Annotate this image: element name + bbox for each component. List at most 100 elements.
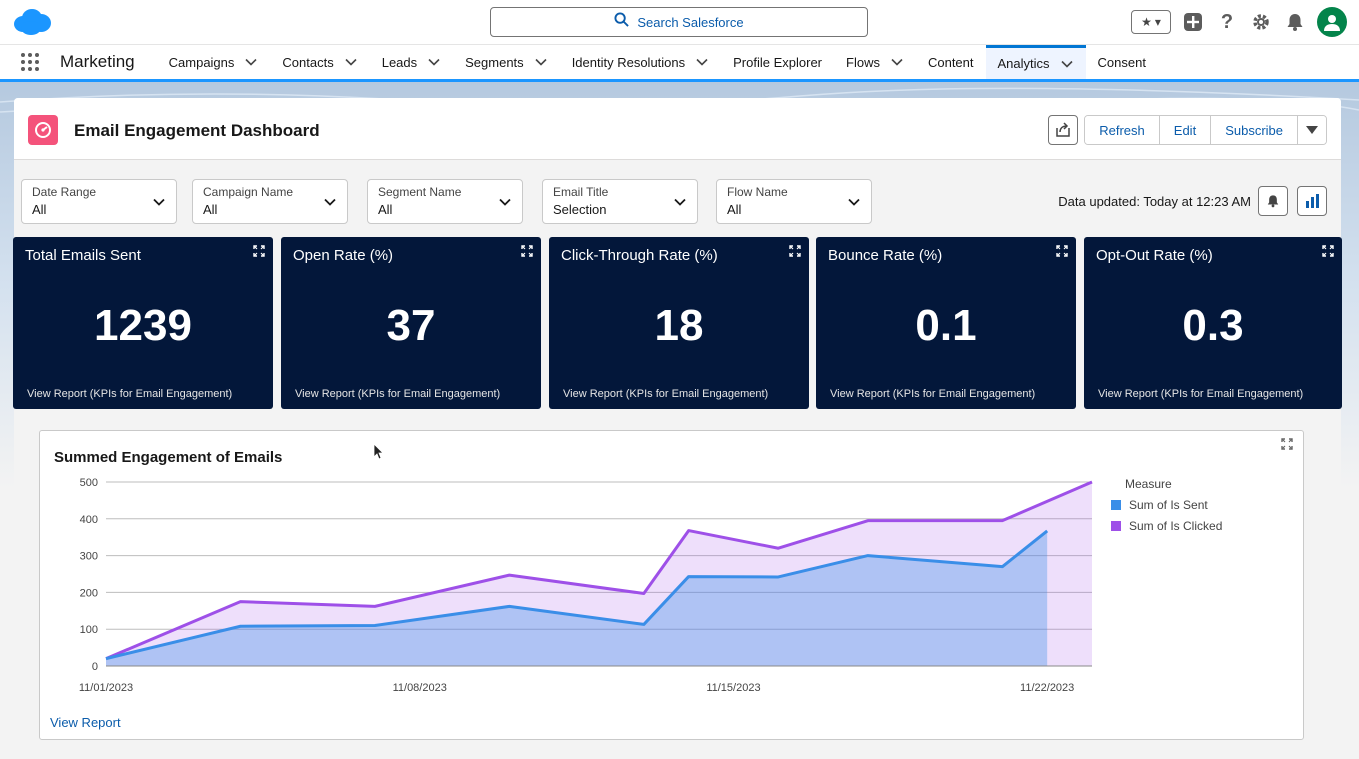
kpi-tile[interactable]: Click-Through Rate (%) 18 View Report (KPI… [549, 237, 809, 409]
expand-icon[interactable] [1322, 245, 1334, 257]
favorites-button[interactable]: ★ ▾ [1131, 10, 1171, 34]
kpi-title: Total Emails Sent [25, 247, 141, 264]
nav-item-label: Consent [1097, 54, 1146, 70]
nav-item-leads[interactable]: Leads [370, 45, 453, 79]
chart-view-button[interactable] [1297, 186, 1327, 216]
y-tick-label: 300 [80, 551, 98, 563]
filter-label: Campaign Name [203, 185, 294, 199]
global-header: Search Salesforce ★ ▾ ? [0, 0, 1359, 44]
help-question-icon[interactable]: ? [1220, 10, 1234, 33]
kpi-tile[interactable]: Opt-Out Rate (%) 0.3 View Report (KPIs for… [1084, 237, 1342, 409]
filter-date-range[interactable]: Date Range All [21, 179, 177, 224]
kpi-view-report-link[interactable]: View Report (KPIs for Email Engagement) [295, 388, 501, 400]
edit-button[interactable]: Edit [1159, 116, 1212, 144]
app-launcher-waffle-icon[interactable] [0, 45, 60, 79]
subscribe-button[interactable]: Subscribe [1211, 116, 1298, 144]
kpi-value: 0.3 [1182, 301, 1244, 350]
legend-title: Measure [1125, 477, 1172, 491]
series-line [105, 480, 1093, 661]
chevron-down-icon [891, 58, 903, 66]
kpi-tile[interactable]: Open Rate (%) 37 View Report (KPIs for Ema… [281, 237, 541, 409]
legend-swatch [1111, 521, 1121, 531]
dashboard-gauge-icon [28, 115, 58, 145]
filter-campaign-name[interactable]: Campaign Name All [192, 179, 348, 224]
nav-item-flows[interactable]: Flows [834, 45, 916, 79]
nav-item-label: Leads [381, 54, 418, 70]
nav-item-identity-resolutions[interactable]: Identity Resolutions [560, 45, 721, 79]
mouse-cursor-icon [373, 443, 384, 465]
filter-email-title[interactable]: Email Title Selection [542, 179, 698, 224]
kpi-view-report-link[interactable]: View Report (KPIs for Email Engagement) [563, 388, 769, 400]
kpi-tile[interactable]: Bounce Rate (%) 0.1 View Report (KPIs for … [816, 237, 1076, 409]
nav-item-analytics[interactable]: Analytics [985, 45, 1086, 79]
refresh-button[interactable]: Refresh [1085, 116, 1160, 144]
legend-label: Sum of Is Sent [1129, 498, 1208, 512]
kpi-title: Click-Through Rate (%) [561, 247, 718, 264]
nav-item-campaigns[interactable]: Campaigns [157, 45, 271, 79]
chevron-down-icon [245, 58, 257, 66]
legend-item-clicked[interactable]: Sum of Is Clicked [1111, 519, 1222, 533]
kpi-view-report-link[interactable]: View Report (KPIs for Email Engagement) [1098, 388, 1304, 400]
nav-item-profile-explorer[interactable]: Profile Explorer [721, 45, 834, 79]
nav-item-label: Flows [846, 54, 880, 70]
expand-icon[interactable] [1056, 245, 1068, 257]
chevron-down-icon [428, 58, 440, 66]
chevron-down-icon [848, 198, 860, 206]
dashboard-header: Email Engagement Dashboard Refresh Edit … [14, 98, 1341, 160]
expand-icon[interactable] [521, 245, 533, 257]
filter-label: Date Range [32, 185, 97, 199]
chevron-down-icon [696, 58, 708, 66]
series-line [105, 529, 1049, 661]
chart-legend: Measure Sum of Is Sent Sum of Is Clicked [1111, 477, 1222, 533]
nav-item-label: Analytics [997, 56, 1050, 71]
subscribe-bell-button[interactable] [1258, 186, 1288, 216]
user-avatar-icon[interactable] [1317, 7, 1347, 37]
header-utility-icons: ★ ▾ ? [1131, 7, 1347, 37]
notifications-bell-icon[interactable] [1283, 10, 1307, 34]
legend-item-sent[interactable]: Sum of Is Sent [1111, 498, 1222, 512]
kpi-view-report-link[interactable]: View Report (KPIs for Email Engagement) [830, 388, 1036, 400]
search-placeholder: Search Salesforce [637, 14, 744, 30]
y-tick-label: 200 [80, 587, 98, 599]
caret-down-icon [1306, 126, 1318, 134]
kpi-title: Opt-Out Rate (%) [1096, 247, 1213, 264]
kpi-value: 37 [386, 301, 436, 350]
view-report-link[interactable]: View Report [50, 715, 121, 730]
global-actions-plus-icon[interactable] [1181, 10, 1205, 34]
nav-item-contacts[interactable]: Contacts [270, 45, 369, 79]
filter-value: All [203, 202, 218, 217]
expand-icon[interactable] [789, 245, 801, 257]
kpi-tile[interactable]: Total Emails Sent 1239 View Report (KPIs f… [13, 237, 273, 409]
filter-label: Flow Name [727, 185, 788, 199]
expand-icon[interactable] [1281, 437, 1293, 450]
nav-item-segments[interactable]: Segments [453, 45, 560, 79]
nav-item-label: Content [927, 54, 974, 70]
share-button[interactable] [1048, 115, 1079, 145]
filter-flow-name[interactable]: Flow Name All [716, 179, 872, 224]
nav-items: Campaigns Contacts Leads Segments Identity R… [157, 45, 1158, 79]
nav-item-consent[interactable]: Consent [1086, 45, 1158, 79]
chevron-down-icon [324, 198, 336, 206]
y-tick-label: 400 [80, 514, 98, 526]
global-search-input[interactable]: Search Salesforce [490, 7, 868, 37]
more-actions-button[interactable] [1298, 116, 1326, 144]
setup-gear-icon[interactable] [1249, 10, 1273, 34]
filter-segment-name[interactable]: Segment Name All [367, 179, 523, 224]
engagement-chart-panel: Summed Engagement of Emails 0 100 200 300 40… [39, 430, 1304, 740]
kpi-view-report-link[interactable]: View Report (KPIs for Email Engagement) [27, 388, 233, 400]
series-area [106, 530, 1048, 666]
nav-item-content[interactable]: Content [916, 45, 986, 79]
chart-title: Summed Engagement of Emails [54, 449, 283, 466]
y-tick-label: 0 [92, 661, 98, 673]
salesforce-logo-icon[interactable] [12, 8, 52, 36]
x-tick-label: 11/08/2023 [393, 682, 447, 694]
share-icon [1056, 122, 1070, 137]
expand-icon[interactable] [253, 245, 265, 257]
chevron-down-icon [535, 58, 547, 66]
button-group: Refresh Edit Subscribe [1084, 115, 1327, 145]
y-tick-label: 100 [80, 624, 98, 636]
engagement-area-chart: 0 100 200 300 400 500 11/01/2023 11/08/2023 11/1… [79, 477, 1093, 694]
nav-item-label: Contacts [282, 54, 334, 70]
kpi-value: 18 [654, 301, 704, 350]
kpi-title: Bounce Rate (%) [828, 247, 943, 264]
